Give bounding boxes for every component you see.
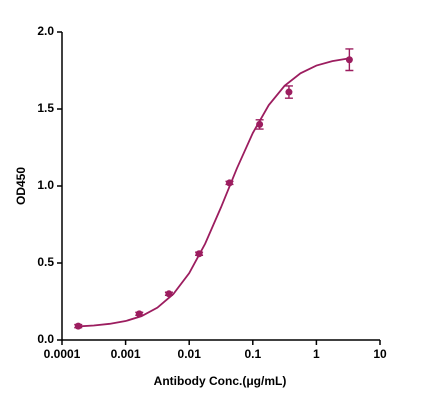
data-point [285, 88, 293, 96]
x-tick-label: 10 [373, 347, 387, 361]
y-tick-label: 2.0 [37, 24, 54, 38]
x-tick-label: 0.01 [178, 347, 202, 361]
x-tick-label: 0.001 [111, 347, 141, 361]
data-point [225, 179, 233, 187]
y-tick-label: 1.5 [37, 101, 54, 115]
data-point [345, 56, 353, 64]
data-point [135, 310, 143, 318]
x-tick-label: 0.0001 [44, 347, 81, 361]
x-tick-label: 1 [313, 347, 320, 361]
fit-curve [77, 57, 349, 328]
y-tick-label: 0.0 [37, 332, 54, 346]
x-tick-label: 0.1 [244, 347, 261, 361]
data-point [256, 120, 264, 128]
y-tick-label: 1.0 [37, 178, 54, 192]
data-point [195, 250, 203, 258]
y-tick-label: 0.5 [37, 255, 54, 269]
data-point [165, 290, 173, 298]
x-axis-label: Antibody Conc.(μg/mL) [154, 374, 287, 388]
data-point [74, 322, 82, 330]
y-axis-label: OD450 [14, 167, 28, 205]
